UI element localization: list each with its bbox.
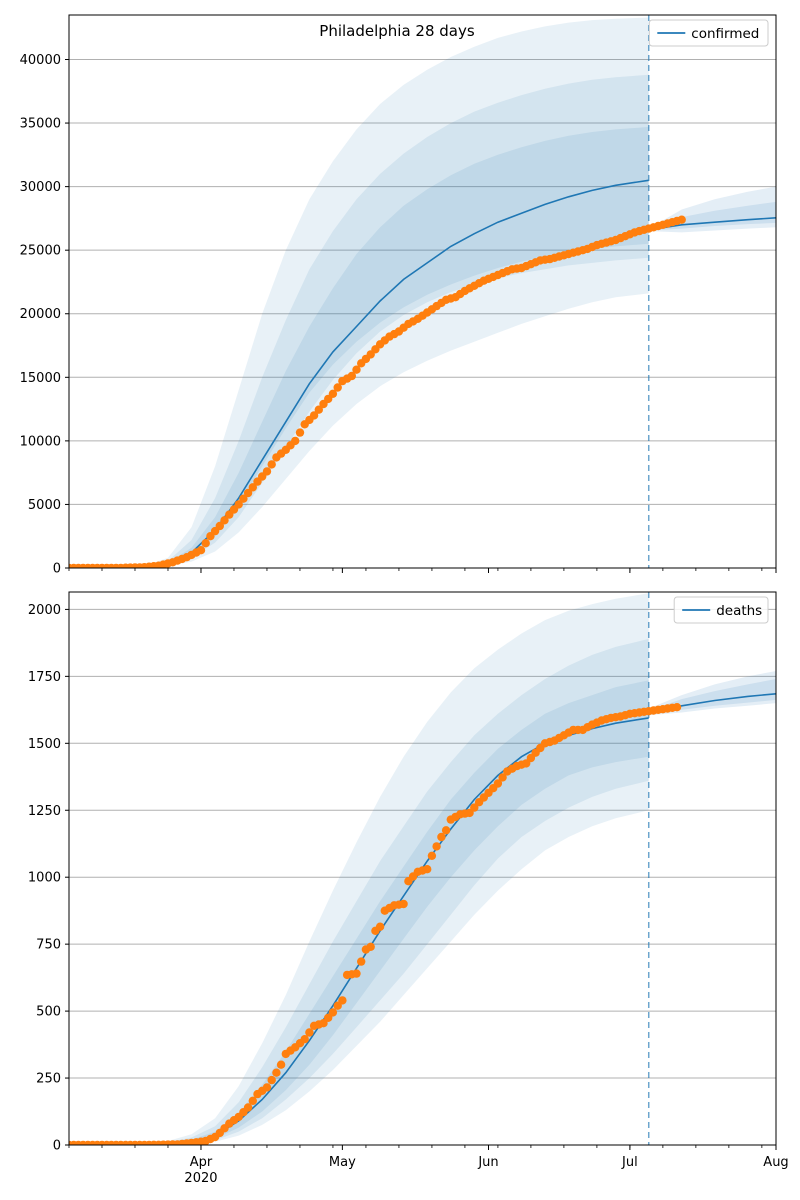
y-tick-label: 500 xyxy=(36,1005,61,1020)
observed-point xyxy=(423,865,432,874)
y-tick-label: 10000 xyxy=(20,434,61,449)
confirmed-panel: 0 5000 10000 15000 20000 25000 30000 35000 40000… xyxy=(20,14,777,577)
observed-point xyxy=(498,773,507,782)
observed-point xyxy=(357,957,366,966)
axes-frame xyxy=(68,591,777,1146)
observed-point xyxy=(328,1008,338,1017)
observed-point xyxy=(305,1028,314,1037)
observed-point xyxy=(243,488,253,498)
observed-point xyxy=(262,467,272,476)
observed-point xyxy=(248,1096,257,1106)
observed-point xyxy=(220,516,229,525)
y-tick-label: 1500 xyxy=(28,737,61,752)
observed-point xyxy=(300,1035,309,1044)
fit-band-inner xyxy=(69,680,649,1145)
axes-frame xyxy=(68,14,777,569)
observed-point xyxy=(215,521,224,531)
y-tick-label: 0 xyxy=(53,1139,61,1154)
observed-point xyxy=(267,1075,276,1085)
forecast-median-line xyxy=(648,217,776,231)
legend-label: deaths xyxy=(716,603,762,619)
y-tick-label: 25000 xyxy=(20,244,61,259)
observed-point xyxy=(470,803,479,812)
observed-point xyxy=(522,759,531,768)
observed-point xyxy=(234,500,243,509)
observed-point xyxy=(352,365,361,374)
observed-point xyxy=(295,428,305,437)
observed-point xyxy=(338,996,347,1005)
fit-band-middle xyxy=(69,74,649,568)
fit-band-outer xyxy=(69,17,649,568)
y-tick-label: 0 xyxy=(53,562,61,577)
y-tick-label: 20000 xyxy=(20,307,61,322)
observed-point xyxy=(366,942,375,951)
y-tick-label: 40000 xyxy=(20,53,61,68)
observed-point xyxy=(493,779,503,788)
x-tick-label: Jun xyxy=(477,1155,498,1170)
observed-point xyxy=(262,1083,272,1092)
chart-title: Philadelphia 28 days xyxy=(319,22,475,40)
observed-point xyxy=(432,842,441,851)
observed-point xyxy=(347,371,356,381)
legend: deaths xyxy=(673,596,769,624)
plot-area xyxy=(69,15,776,568)
y-tick-label: 1750 xyxy=(28,670,61,685)
observed-point xyxy=(272,1068,281,1077)
y-tick-label: 35000 xyxy=(20,117,61,132)
forecast-band-outer xyxy=(648,671,776,716)
observed-point xyxy=(677,215,686,224)
observed-point xyxy=(309,411,319,420)
fit-band-inner xyxy=(69,126,649,568)
observed-point xyxy=(399,899,408,909)
observed-point xyxy=(267,460,276,469)
x-tick-label: Aug xyxy=(763,1155,788,1170)
observed-point xyxy=(672,703,682,712)
x-tick-sublabel: 2020 xyxy=(184,1171,217,1186)
observed-point xyxy=(248,483,257,492)
y-tick-label: 2000 xyxy=(28,603,61,618)
observed-point xyxy=(276,1060,286,1069)
plot-area xyxy=(69,592,776,1145)
x-tick-label: May xyxy=(329,1155,356,1170)
fit-band-outer xyxy=(69,593,649,1145)
x-tick-label: Apr xyxy=(190,1155,213,1170)
observed-point xyxy=(239,494,248,503)
observed-point xyxy=(291,436,300,446)
legend-box xyxy=(673,596,769,624)
legend-label: confirmed xyxy=(691,26,759,42)
legend: confirmed xyxy=(648,19,769,47)
observed-point xyxy=(333,383,342,392)
x-tick-label: Jul xyxy=(621,1155,638,1170)
y-tick-label: 15000 xyxy=(20,371,61,386)
observed-point xyxy=(243,1103,253,1112)
y-tick-label: 1000 xyxy=(28,871,61,886)
observed-point xyxy=(324,1013,333,1022)
y-tick-label: 30000 xyxy=(20,180,61,195)
legend-box xyxy=(648,19,769,47)
observed-point xyxy=(427,851,437,860)
observed-point xyxy=(328,389,338,398)
observed-point xyxy=(201,539,210,548)
observed-point xyxy=(319,1019,328,1028)
y-tick-label: 250 xyxy=(36,1072,61,1087)
y-tick-label: 5000 xyxy=(28,498,61,513)
observed-point xyxy=(314,405,323,414)
observed-point xyxy=(441,826,451,835)
observed-point xyxy=(375,922,385,931)
observed-point xyxy=(437,832,446,842)
y-tick-label: 750 xyxy=(36,938,61,953)
fit-band-middle xyxy=(69,638,649,1145)
y-tick-label: 1250 xyxy=(28,804,61,819)
observed-point xyxy=(352,969,361,978)
observed-point xyxy=(196,546,206,555)
